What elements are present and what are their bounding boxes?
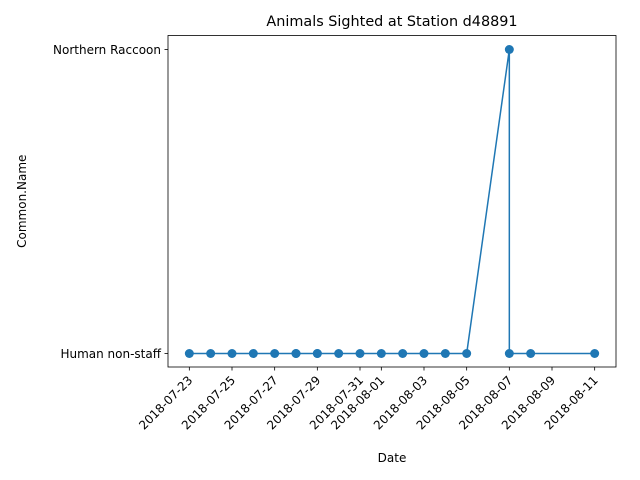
data-point [334,349,344,358]
chart-title: Animals Sighted at Station d48891 [266,14,517,30]
data-point [206,349,216,358]
plot-area [168,35,616,367]
y-axis-label: Common.Name [15,155,29,248]
data-point [184,349,194,358]
data-point [526,349,536,358]
data-point [504,349,514,358]
data-point [398,349,408,358]
data-point [504,45,514,54]
data-point [376,349,386,358]
data-point [227,349,237,358]
data-point [248,349,258,358]
series-layer [184,45,600,358]
y-tick-label: Northern Raccoon [53,43,161,57]
data-point [419,349,429,358]
data-point [590,349,600,358]
data-point [462,349,472,358]
data-point [440,349,450,358]
data-point [355,349,365,358]
data-point [291,349,301,358]
plot-frame [167,35,617,368]
y-axis-ticks: Human non-staff Northern Raccoon [53,43,168,361]
data-point [270,349,280,358]
data-point [312,349,322,358]
y-tick-label: Human non-staff [60,347,161,361]
x-axis-ticks: 2018-07-232018-07-252018-07-272018-07-29… [136,367,601,432]
x-axis-label: Date [378,451,407,465]
